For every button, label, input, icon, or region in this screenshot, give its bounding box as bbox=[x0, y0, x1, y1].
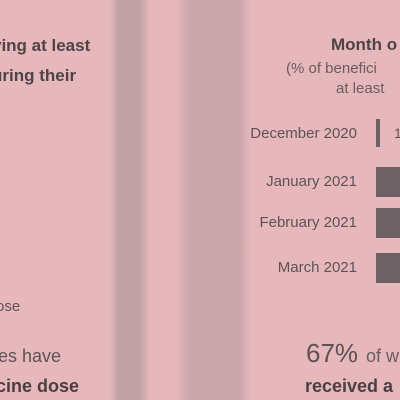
bar bbox=[376, 119, 380, 147]
chart-subtitle-line-2: at least bbox=[336, 80, 385, 97]
right-stat-rest: of w bbox=[366, 346, 400, 366]
category-label: March 2021 bbox=[278, 259, 357, 276]
left-footnote: ose bbox=[0, 298, 21, 315]
value-label: 1 bbox=[394, 125, 400, 141]
category-label: December 2020 bbox=[250, 125, 357, 142]
right-stat-line-2: received a bbox=[305, 376, 394, 396]
chart-title: Month o bbox=[331, 35, 398, 54]
left-title-line-1: ving at least bbox=[0, 36, 91, 55]
left-stat-line-2: ccine dose bbox=[0, 376, 80, 396]
bar bbox=[376, 208, 400, 238]
left-title-line-2: uring their bbox=[0, 66, 77, 85]
chart-subtitle-line-1: (% of benefici bbox=[286, 60, 377, 77]
category-label: January 2021 bbox=[266, 173, 357, 190]
category-label: February 2021 bbox=[259, 214, 357, 231]
left-stat-line-1: ries have bbox=[0, 346, 62, 366]
bar bbox=[376, 253, 400, 283]
right-stat-value: 67% bbox=[306, 338, 359, 368]
bar bbox=[376, 167, 400, 197]
